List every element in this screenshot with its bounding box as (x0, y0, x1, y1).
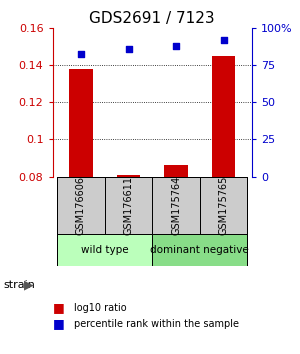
Bar (117, 175, 140, 177)
Bar (69, 69, 93, 177)
Bar (105, 177, 152, 234)
Bar (57, 234, 152, 266)
Text: strain: strain (3, 280, 35, 290)
Point (79, 51, 83, 56)
Point (126, 46, 131, 52)
Text: ■: ■ (52, 318, 64, 330)
Text: GSM175764: GSM175764 (171, 176, 181, 235)
Bar (152, 177, 200, 234)
Text: GSM176611: GSM176611 (124, 176, 134, 235)
Text: percentile rank within the sample: percentile rank within the sample (74, 319, 238, 329)
Bar (57, 177, 105, 234)
Text: log10 ratio: log10 ratio (74, 303, 126, 313)
Text: GSM176606: GSM176606 (76, 176, 86, 235)
Point (174, 43, 178, 49)
Title: GDS2691 / 7123: GDS2691 / 7123 (89, 11, 215, 26)
Bar (212, 56, 236, 177)
Text: wild type: wild type (81, 245, 129, 255)
Point (221, 37, 226, 43)
Bar (200, 177, 247, 234)
Text: dominant negative: dominant negative (150, 245, 249, 255)
Text: ▶: ▶ (24, 279, 33, 291)
Bar (164, 165, 188, 177)
Text: ■: ■ (52, 302, 64, 314)
Bar (152, 234, 247, 266)
Text: GSM175765: GSM175765 (218, 176, 229, 235)
